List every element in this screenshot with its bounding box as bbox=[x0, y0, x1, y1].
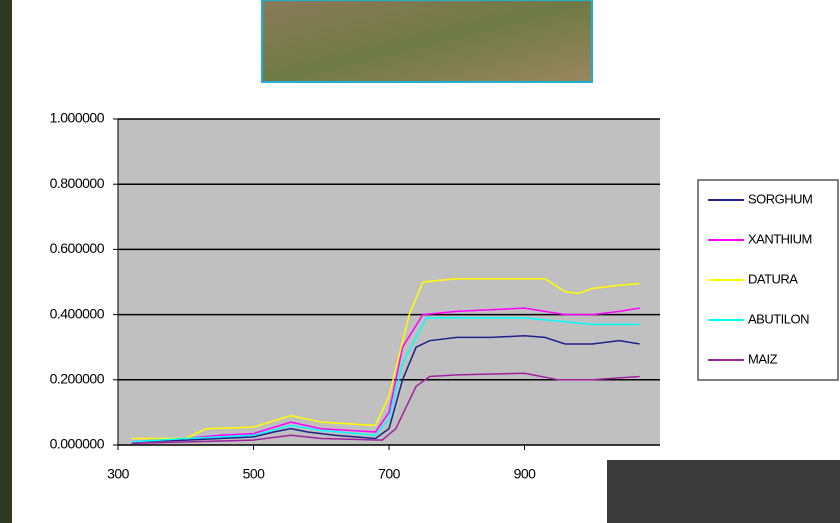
x-tick-label: 300 bbox=[107, 466, 130, 482]
y-tick-label: 1.000000 bbox=[50, 110, 105, 126]
x-tick-label: 900 bbox=[514, 466, 537, 482]
y-tick-label: 0.400000 bbox=[50, 305, 105, 321]
side-photo bbox=[0, 0, 12, 523]
y-tick-label: 0.200000 bbox=[50, 371, 105, 387]
y-tick-label: 0.000000 bbox=[50, 436, 105, 452]
legend-label: XANTHIUM bbox=[748, 231, 812, 246]
y-tick-label: 0.800000 bbox=[50, 175, 105, 191]
x-tick-label: 500 bbox=[243, 466, 266, 482]
legend-label: SORGHUM bbox=[748, 191, 812, 206]
x-tick-label: 700 bbox=[378, 466, 401, 482]
overlay-box bbox=[607, 460, 840, 523]
field-photo bbox=[262, 0, 592, 82]
legend-label: DATURA bbox=[748, 271, 798, 286]
legend-label: ABUTILON bbox=[748, 311, 809, 326]
y-tick-label: 0.600000 bbox=[50, 240, 105, 256]
slide: SORGHUM XANTHIUM DATURA ABUTILON MAIZ 0.0000… bbox=[0, 0, 840, 523]
legend-label: MAIZ bbox=[748, 351, 778, 366]
